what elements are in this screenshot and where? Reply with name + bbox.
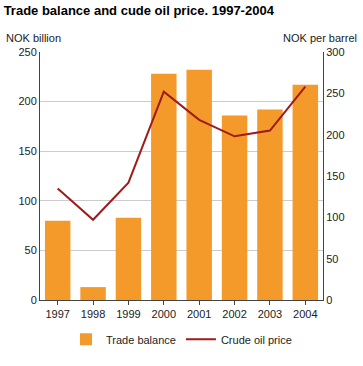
svg-text:Crude oil price: Crude oil price [221,334,292,346]
svg-text:250: 250 [18,46,36,58]
svg-text:2004: 2004 [293,308,317,320]
svg-text:250: 250 [326,87,344,99]
svg-text:0: 0 [326,294,332,306]
svg-text:1998: 1998 [81,308,105,320]
svg-text:50: 50 [326,253,338,265]
svg-text:0: 0 [31,294,37,306]
svg-text:2000: 2000 [152,308,176,320]
svg-text:100: 100 [18,195,36,207]
svg-text:50: 50 [25,244,37,256]
svg-text:Trade balance: Trade balance [106,334,176,346]
svg-text:NOK billion: NOK billion [6,32,61,44]
svg-text:300: 300 [326,46,344,58]
svg-text:2002: 2002 [222,308,246,320]
svg-text:200: 200 [326,129,344,141]
svg-text:150: 150 [326,170,344,182]
svg-text:1997: 1997 [45,308,69,320]
svg-text:2001: 2001 [187,308,211,320]
svg-text:2003: 2003 [258,308,282,320]
svg-text:1999: 1999 [116,308,140,320]
svg-text:100: 100 [326,211,344,223]
svg-text:150: 150 [18,145,36,157]
svg-text:Trade balance and cude oil pri: Trade balance and cude oil price. 1997-2… [4,3,275,18]
svg-text:200: 200 [18,95,36,107]
svg-text:NOK per barrel: NOK per barrel [283,32,357,44]
